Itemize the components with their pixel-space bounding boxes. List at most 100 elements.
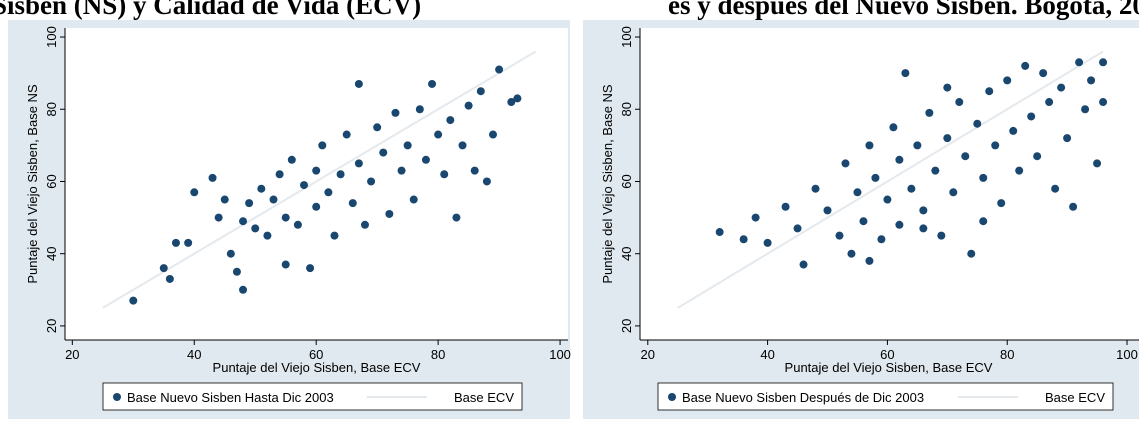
- scatter-point: [354, 159, 363, 168]
- scatter-point: [949, 188, 958, 197]
- scatter-point: [1027, 112, 1036, 121]
- scatter-point: [751, 213, 760, 222]
- reference-line: [677, 50, 1104, 309]
- scatter-point: [434, 130, 443, 139]
- scatter-point: [391, 108, 400, 117]
- scatter-point: [446, 116, 455, 125]
- y-tick-label: 20: [44, 319, 59, 333]
- scatter-point: [263, 231, 272, 240]
- scatter-point: [739, 235, 748, 244]
- scatter-point: [919, 206, 928, 215]
- scatter-point: [895, 155, 904, 164]
- scatter-point: [495, 65, 504, 74]
- scatter-point: [799, 260, 808, 269]
- scatter-point: [1039, 69, 1048, 78]
- scatter-point: [226, 249, 235, 258]
- scatter-point: [715, 228, 724, 237]
- scatter-point: [312, 202, 321, 211]
- scatter-point: [1003, 76, 1012, 85]
- legend-box: [657, 382, 1114, 411]
- scatter-point: [287, 155, 296, 164]
- scatter-point: [281, 260, 290, 269]
- scatter-point: [300, 181, 309, 190]
- scatter-point: [997, 199, 1006, 208]
- y-tick-label: 80: [44, 102, 59, 116]
- scatter-point: [835, 231, 844, 240]
- scatter-point: [306, 264, 315, 273]
- scatter-point: [458, 141, 467, 150]
- scatter-point: [397, 166, 406, 175]
- plot-marks: [102, 50, 537, 309]
- scatter-point: [931, 166, 940, 175]
- scatter-point: [1033, 152, 1042, 161]
- x-tick-label: 60: [880, 347, 894, 362]
- y-tick-label: 60: [44, 174, 59, 188]
- x-tick-label: 80: [431, 347, 445, 362]
- scatter-point: [1093, 159, 1102, 168]
- scatter-point: [464, 101, 473, 110]
- scatter-point: [811, 184, 820, 193]
- scatter-point: [470, 166, 479, 175]
- legend-key: [668, 393, 676, 401]
- legend-box: [102, 382, 523, 411]
- y-tick-label: 100: [44, 26, 59, 48]
- reference-line: [102, 50, 537, 309]
- scatter-point: [901, 69, 910, 78]
- scatter-point: [220, 195, 229, 204]
- scatter-point: [373, 123, 382, 132]
- scatter-point: [232, 267, 241, 276]
- y-tick-label: 40: [619, 246, 634, 260]
- scatter-point: [1063, 134, 1072, 143]
- scatter-point: [895, 220, 904, 229]
- scatter-point: [1081, 105, 1090, 114]
- scatter-point: [409, 195, 418, 204]
- scatter-point: [171, 238, 180, 247]
- scatter-point: [1075, 58, 1084, 67]
- scatter-point: [1015, 166, 1024, 175]
- scatter-point: [853, 188, 862, 197]
- legend-label: Base Nuevo Sisben Después de Dic 2003: [682, 390, 924, 405]
- scatter-point: [955, 98, 964, 107]
- legend-label: Base ECV: [1045, 390, 1105, 405]
- scatter-point: [1021, 61, 1030, 70]
- scatter-point: [482, 177, 491, 186]
- scatter-point: [336, 170, 345, 179]
- scatter-point: [165, 274, 174, 283]
- scatter-point: [979, 173, 988, 182]
- scatter-point: [1057, 83, 1066, 92]
- legend-label: Base ECV: [454, 390, 514, 405]
- scatter-point: [507, 98, 516, 107]
- scatter-point: [208, 173, 217, 182]
- scatter-point: [190, 188, 199, 197]
- scatter-point: [245, 199, 254, 208]
- y-axis-title: Puntaje del Viejo Sisben, Base NS: [600, 84, 615, 284]
- scatter-point: [865, 141, 874, 150]
- scatter-point: [967, 249, 976, 258]
- x-axis-title: Puntaje del Viejo Sisben, Base ECV: [785, 360, 993, 375]
- scatter-point: [367, 177, 376, 186]
- scatter-point: [883, 195, 892, 204]
- scatter-point: [184, 238, 193, 247]
- scatter-point: [489, 130, 498, 139]
- scatter-point: [257, 184, 266, 193]
- scatter-point: [943, 134, 952, 143]
- scatter-point: [919, 224, 928, 233]
- scatter-point: [841, 159, 850, 168]
- scatter-point: [421, 155, 430, 164]
- y-tick-label: 60: [619, 174, 634, 188]
- scatter-point: [925, 108, 934, 117]
- scatter-point: [913, 141, 922, 150]
- scatter-point: [403, 141, 412, 150]
- scatter-point: [342, 130, 351, 139]
- scatter-point: [452, 213, 461, 222]
- scatter-point: [379, 148, 388, 157]
- scatter-point: [1069, 202, 1078, 211]
- legend-key: [113, 393, 121, 401]
- x-tick-label: 100: [549, 347, 571, 362]
- scatter-point: [937, 231, 946, 240]
- scatter-point: [476, 87, 485, 96]
- x-tick-label: 60: [309, 347, 323, 362]
- scatter-point: [793, 224, 802, 233]
- scatter-point: [440, 170, 449, 179]
- scatter-point: [1009, 126, 1018, 135]
